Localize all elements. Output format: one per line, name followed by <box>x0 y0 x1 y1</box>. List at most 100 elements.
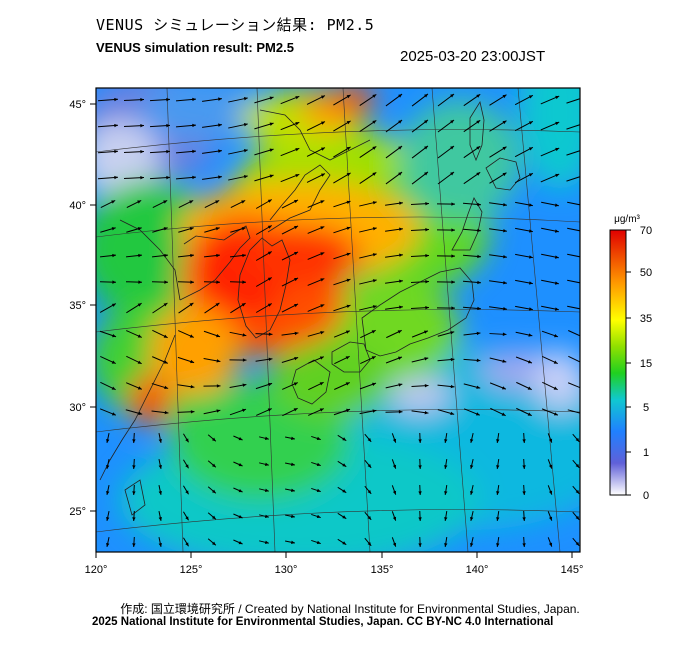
wind-arrow-head <box>496 543 500 547</box>
wind-arrow-head <box>211 541 216 546</box>
coastlines <box>99 100 521 516</box>
wind-arrow-head <box>190 385 195 389</box>
wind-arrow-head <box>189 334 194 338</box>
colorbar-tick: 70 <box>640 225 652 237</box>
wind-arrow-head <box>238 436 243 441</box>
wind-arrow-head <box>444 465 448 469</box>
wind-arrow-head <box>346 226 351 230</box>
wind-arrow-head <box>475 412 480 416</box>
wind-arrow-head <box>398 94 403 98</box>
wind-arrow-head <box>418 517 422 521</box>
wind-arrow-head <box>111 227 116 231</box>
wind-arrow-head <box>418 543 422 547</box>
wind-arrow-head <box>503 255 507 259</box>
wind-arrow <box>567 253 580 258</box>
colorbar-tick: 15 <box>640 358 652 370</box>
wind-arrow-head <box>477 202 481 207</box>
wind-arrow-head <box>320 278 325 282</box>
wind-arrow-head <box>132 543 136 547</box>
wind-arrow-head <box>268 332 273 336</box>
wind-arrow-head <box>372 305 377 309</box>
colorbar: μg/m³ 70 50 35 15 5 1 0 <box>609 214 652 502</box>
wind-arrow-head <box>269 122 274 126</box>
wind-arrow-head <box>138 280 142 284</box>
wind-arrow-head <box>528 95 533 99</box>
wind-arrow-head <box>268 382 273 387</box>
wind-arrow-head <box>555 147 560 152</box>
wind-arrow-head <box>346 252 351 256</box>
wind-arrow-head <box>398 172 403 176</box>
wind-arrow-head <box>158 439 162 443</box>
wind-arrow-head <box>529 203 533 207</box>
wind-arrow-head <box>242 333 247 337</box>
wind-arrow-head <box>111 360 116 364</box>
wind-arrow-head <box>319 356 324 360</box>
wind-arrow-head <box>140 149 144 154</box>
wind-arrow <box>567 227 580 232</box>
wind-arrow <box>568 330 580 337</box>
wind-arrow-head <box>190 253 194 258</box>
wind-arrow-head <box>581 203 585 206</box>
wind-arrow-head <box>132 517 136 521</box>
wind-arrow-head <box>502 332 507 336</box>
wind-arrow-head <box>372 172 377 176</box>
wind-arrow-head <box>189 200 194 204</box>
wind-arrow-head <box>470 542 474 547</box>
wind-arrow-head <box>112 253 116 258</box>
wind-arrow-head <box>425 253 429 258</box>
wind-arrow-head <box>522 439 526 443</box>
wind-arrow-head <box>211 515 216 520</box>
wind-arrow-head <box>476 94 481 98</box>
wind-arrow-head <box>185 542 189 547</box>
wind-arrow-head <box>111 200 116 204</box>
wind-arrow-head <box>392 516 397 521</box>
wind-arrow-head <box>528 173 533 177</box>
map-figure: 120° 125° 130° 135° 140° 145° 45° 40° 35… <box>69 87 652 576</box>
lon-label: 120° <box>85 564 108 576</box>
wind-arrow-head <box>522 517 526 521</box>
wind-arrow-head <box>372 201 377 205</box>
wind-arrow-head <box>106 491 110 495</box>
wind-arrow-head <box>346 304 351 308</box>
wind-arrow-head <box>106 517 110 521</box>
wind-arrow-head <box>470 438 474 443</box>
wind-arrow-head <box>496 439 500 443</box>
wind-arrow-head <box>211 489 216 494</box>
wind-arrow-head <box>158 517 162 521</box>
wind-arrow-head <box>264 540 269 544</box>
wind-arrow <box>567 201 580 206</box>
wind-arrow-head <box>137 334 142 338</box>
wind-arrow-head <box>399 305 403 309</box>
wind-arrow-head <box>164 280 168 284</box>
wind-arrow-head <box>527 360 532 364</box>
wind-arrow-head <box>218 149 222 153</box>
wind-arrow-head <box>185 438 189 443</box>
wind-arrow-head <box>554 281 559 285</box>
wind-arrow-head <box>264 488 269 492</box>
colorbar-tick: 5 <box>643 402 649 414</box>
wind-arrow-head <box>450 357 455 362</box>
wind-arrow-head <box>372 227 377 231</box>
wind-arrow-head <box>371 330 376 334</box>
wind-arrow-head <box>424 119 428 124</box>
wind-arrow-head <box>111 386 116 390</box>
wind-arrow-head <box>218 123 222 127</box>
wind-arrow-head <box>192 175 196 180</box>
lat-label: 35° <box>69 300 86 312</box>
wind-arrow <box>568 355 580 363</box>
wind-arrow-head <box>346 408 351 413</box>
wind-arrow-head <box>367 489 372 494</box>
wind-arrow-head <box>319 408 324 412</box>
wind-arrow-head <box>140 123 144 128</box>
wind-arrow-head <box>444 543 448 547</box>
wind-arrow-head <box>192 149 196 154</box>
lon-label: 135° <box>371 564 394 576</box>
wind-arrow-head <box>218 97 222 101</box>
wind-arrow-head <box>548 516 553 521</box>
wind-arrow-head <box>522 543 526 547</box>
wind-arrow-head <box>503 307 507 311</box>
wind-arrow <box>566 124 580 130</box>
wind-arrow <box>567 305 580 310</box>
wind-arrow-head <box>342 437 347 441</box>
wind-arrow-head <box>158 491 162 495</box>
